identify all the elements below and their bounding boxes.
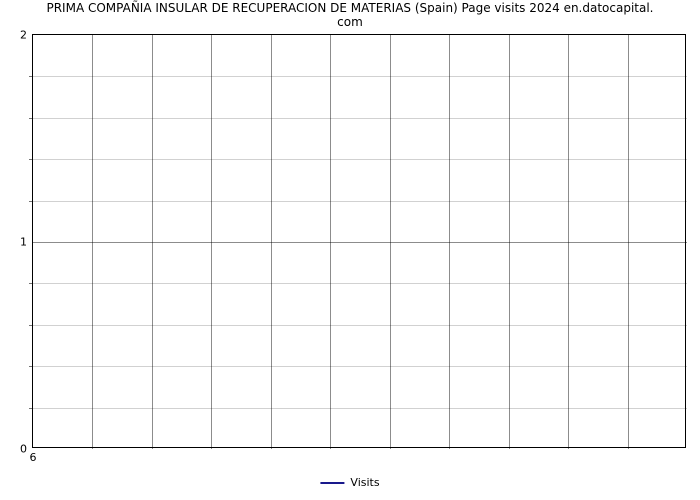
- legend: Visits: [320, 476, 379, 489]
- chart-container: PRIMA COMPAÑIA INSULAR DE RECUPERACION D…: [0, 0, 700, 500]
- chart-title: PRIMA COMPAÑIA INSULAR DE RECUPERACION D…: [0, 2, 700, 30]
- y-minor-tick: [29, 76, 33, 77]
- x-tick-label: 6: [30, 447, 37, 464]
- y-tick-label: 1: [20, 236, 33, 249]
- y-minor-tick: [29, 118, 33, 119]
- gridline-horizontal: [33, 242, 687, 243]
- y-minor-tick: [29, 283, 33, 284]
- legend-label: Visits: [350, 476, 379, 489]
- minor-gridline-horizontal: [33, 159, 687, 160]
- y-minor-tick: [29, 408, 33, 409]
- minor-gridline-horizontal: [33, 325, 687, 326]
- y-tick-label: 2: [20, 29, 33, 42]
- minor-gridline-horizontal: [33, 283, 687, 284]
- legend-line: [320, 482, 344, 484]
- y-minor-tick: [29, 325, 33, 326]
- minor-gridline-horizontal: [33, 118, 687, 119]
- minor-gridline-horizontal: [33, 201, 687, 202]
- minor-gridline-horizontal: [33, 408, 687, 409]
- y-minor-tick: [29, 366, 33, 367]
- minor-gridline-horizontal: [33, 366, 687, 367]
- y-minor-tick: [29, 201, 33, 202]
- y-minor-tick: [29, 159, 33, 160]
- plot-area: 0126: [32, 34, 686, 448]
- minor-gridline-horizontal: [33, 76, 687, 77]
